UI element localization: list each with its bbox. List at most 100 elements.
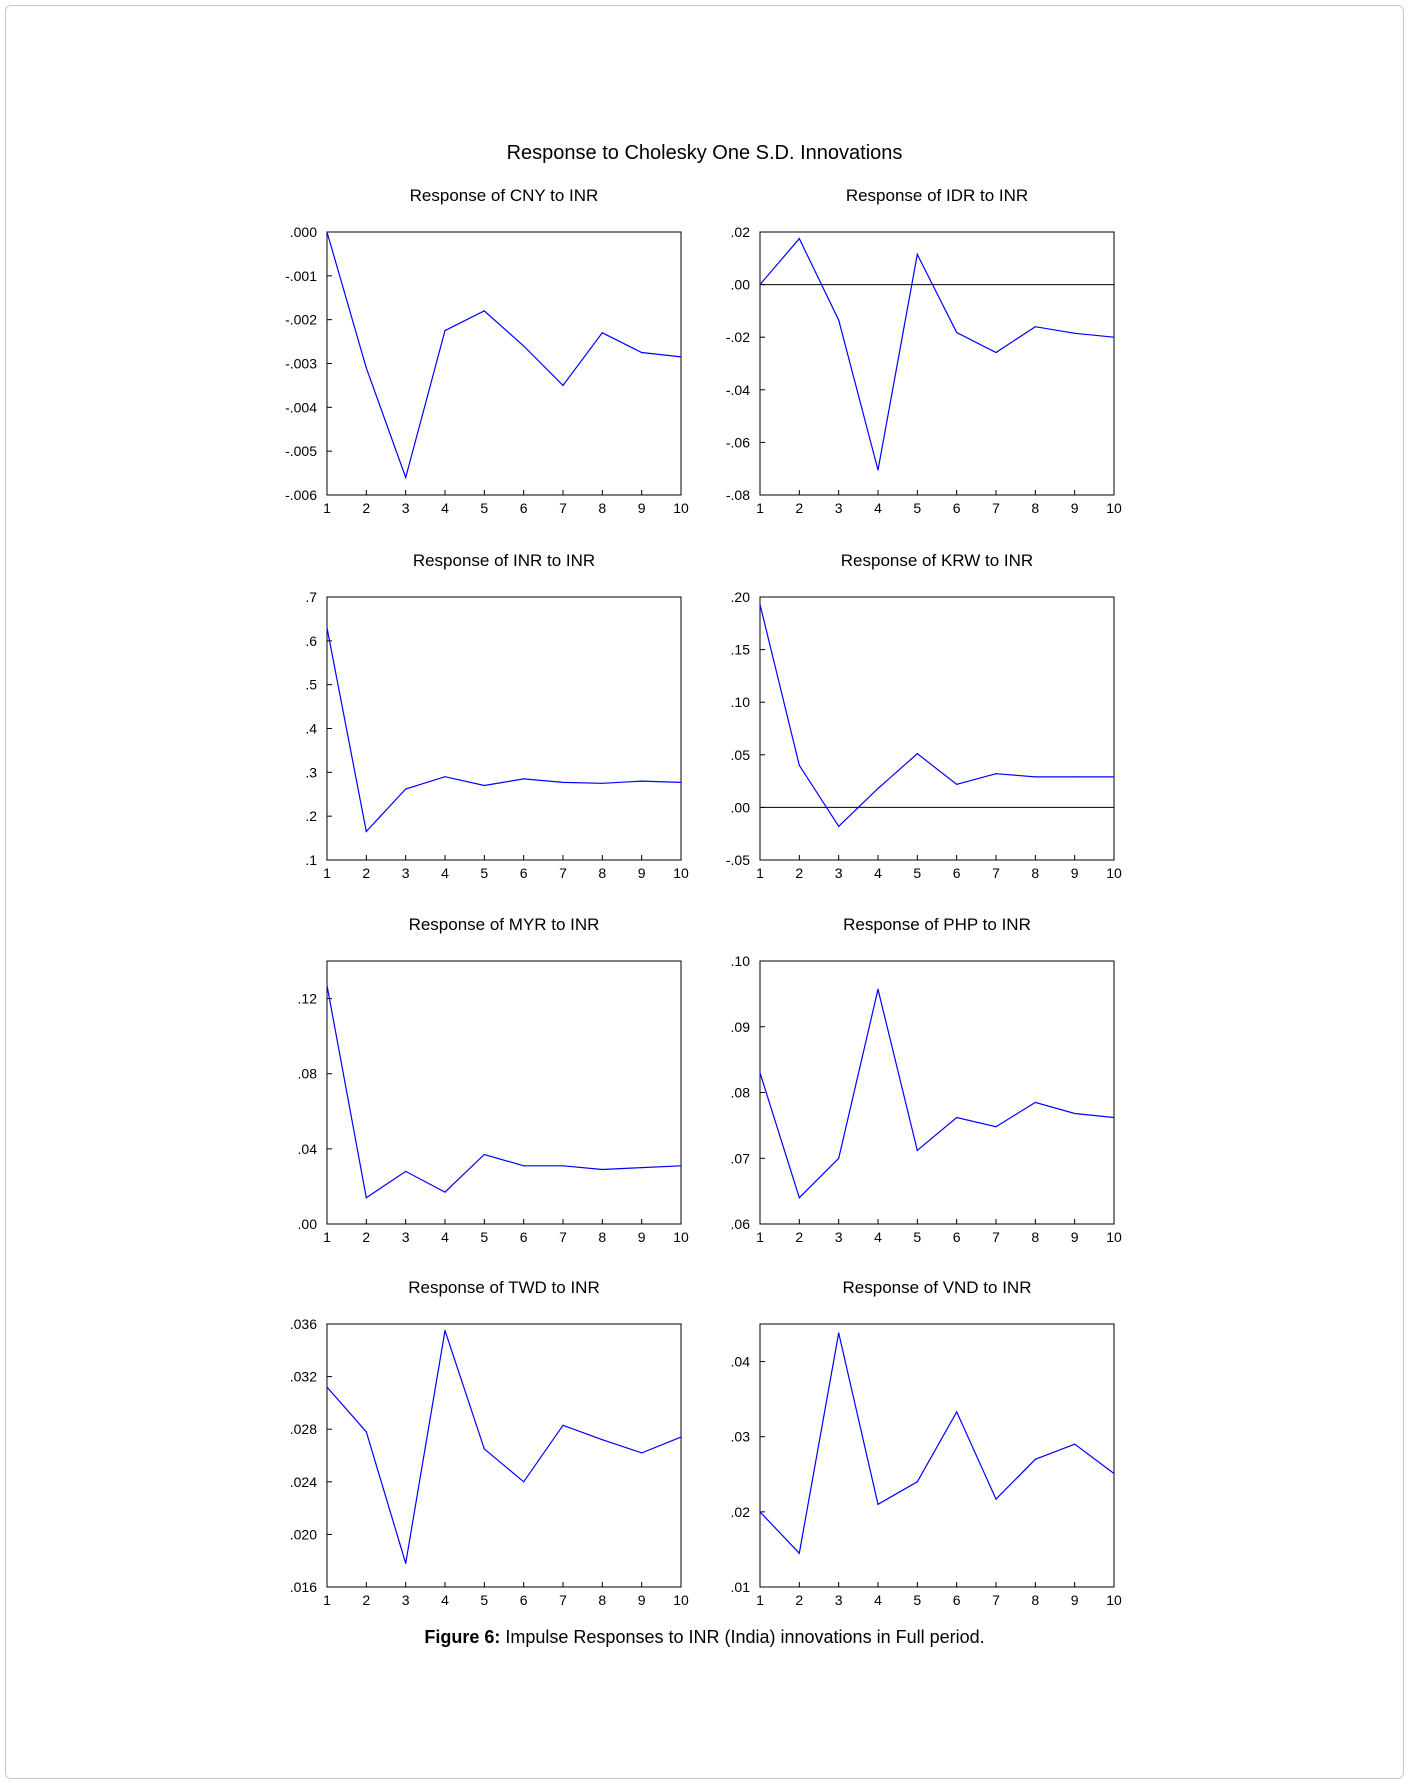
x-tick-label: 9	[638, 865, 646, 881]
y-tick-label: -.02	[726, 329, 750, 345]
x-tick-label: 8	[1031, 865, 1039, 881]
x-tick-label: 10	[673, 500, 689, 516]
data-point	[405, 1170, 407, 1172]
data-point	[877, 1503, 879, 1505]
data-point	[838, 1332, 840, 1334]
data-point	[995, 773, 997, 775]
data-point	[326, 627, 328, 629]
x-tick-label: 7	[559, 865, 567, 881]
data-point	[1034, 1101, 1036, 1103]
panel-3: Response of INR to INR .7 .6 .5 .4 .3 .2 .1 1 2 3 4…	[305, 551, 689, 881]
data-point	[916, 253, 918, 255]
figure-caption: Figure 6: Impulse Responses to INR (Indi…	[0, 1627, 1409, 1648]
data-point	[641, 351, 643, 354]
y-tick-label: -.05	[726, 852, 750, 868]
plot-frame	[759, 596, 1115, 861]
data-point	[523, 778, 525, 780]
panel-1: Response of CNY to INR .000 -.001 -.002 -.00…	[285, 186, 689, 516]
x-tick-label: 6	[520, 865, 528, 881]
x-tick-label: 2	[362, 1229, 370, 1245]
x-tick-label: 8	[598, 865, 606, 881]
x-tick-label: 9	[1071, 500, 1079, 516]
y-tick-label: -.005	[285, 443, 317, 459]
x-tick-label: 3	[402, 865, 410, 881]
y-tick-label: .04	[298, 1141, 318, 1157]
y-tick-label: -.001	[285, 268, 317, 284]
data-point	[562, 1165, 564, 1167]
x-tick-label: 4	[441, 1229, 449, 1245]
x-tick-label: 6	[953, 1592, 961, 1608]
data-point	[562, 1424, 564, 1426]
x-tick-label: 2	[362, 865, 370, 881]
data-point	[405, 476, 407, 479]
panel-title: Response of TWD to INR	[408, 1278, 599, 1297]
data-point	[641, 1167, 643, 1169]
x-tick-label: 7	[559, 1592, 567, 1608]
y-tick-label: .03	[731, 1429, 751, 1445]
data-point	[1074, 776, 1076, 778]
x-tick-label: 8	[598, 1592, 606, 1608]
y-tick-label: .05	[731, 747, 751, 763]
x-tick-label: 5	[913, 500, 921, 516]
x-tick-label: 5	[480, 500, 488, 516]
y-tick-label: .08	[298, 1066, 318, 1082]
data-point	[601, 332, 603, 334]
x-tick-label: 8	[598, 500, 606, 516]
panel-title: Response of IDR to INR	[846, 186, 1028, 205]
panel-4: Response of KRW to INR .20 .15 .10 .05 .00 -.0…	[726, 551, 1122, 881]
caption-text: Impulse Responses to INR (India) innovat…	[500, 1627, 985, 1647]
y-tick-label: -.002	[285, 312, 317, 328]
x-tick-label: 3	[835, 1229, 843, 1245]
x-tick-label: 10	[1106, 1229, 1122, 1245]
data-point	[1113, 1472, 1115, 1475]
x-tick-label: 5	[913, 865, 921, 881]
plot-frame	[759, 231, 1115, 496]
data-point	[365, 830, 367, 833]
x-tick-label: 3	[835, 500, 843, 516]
x-tick-label: 2	[795, 1229, 803, 1245]
data-point	[326, 1386, 328, 1388]
data-point	[956, 1116, 958, 1119]
x-tick-label: 7	[992, 865, 1000, 881]
data-point	[444, 776, 446, 778]
x-tick-label: 5	[913, 1229, 921, 1245]
x-tick-label: 9	[1071, 1229, 1079, 1245]
y-tick-label: .15	[731, 642, 751, 658]
data-point	[1034, 1458, 1036, 1460]
x-tick-label: 6	[953, 865, 961, 881]
data-point	[365, 1431, 367, 1433]
panel-5: Response of MYR to INR .12 .08 .04 .00 1 2 3 4 5 6…	[298, 915, 689, 1245]
plot-frame	[759, 1323, 1115, 1588]
x-tick-label: 3	[835, 865, 843, 881]
x-tick-label: 4	[441, 1592, 449, 1608]
y-tick-label: .028	[290, 1421, 317, 1437]
response-line	[759, 237, 1115, 471]
y-tick-label: .09	[731, 1019, 751, 1035]
data-point	[838, 825, 840, 827]
y-tick-label: .6	[305, 633, 317, 649]
x-tick-label: 6	[520, 1592, 528, 1608]
y-tick-label: .12	[298, 991, 318, 1007]
y-tick-label: .016	[290, 1579, 317, 1595]
data-point	[365, 1197, 367, 1199]
data-point	[759, 284, 761, 286]
data-point	[995, 351, 997, 354]
x-tick-label: 1	[756, 500, 764, 516]
x-tick-label: 2	[362, 1592, 370, 1608]
x-tick-label: 9	[638, 1229, 646, 1245]
y-tick-label: .10	[731, 953, 751, 969]
panel-title: Response of CNY to INR	[410, 186, 599, 205]
y-tick-label: .06	[731, 1216, 751, 1232]
data-point	[365, 367, 367, 369]
data-point	[680, 1436, 682, 1438]
response-line	[326, 1330, 682, 1564]
x-tick-label: 7	[559, 1229, 567, 1245]
x-tick-label: 6	[520, 500, 528, 516]
data-point	[326, 984, 328, 987]
panel-title: Response of VND to INR	[843, 1278, 1032, 1297]
x-tick-label: 1	[323, 1229, 331, 1245]
data-point	[956, 1411, 958, 1413]
x-tick-label: 9	[1071, 1592, 1079, 1608]
data-point	[995, 1126, 997, 1128]
